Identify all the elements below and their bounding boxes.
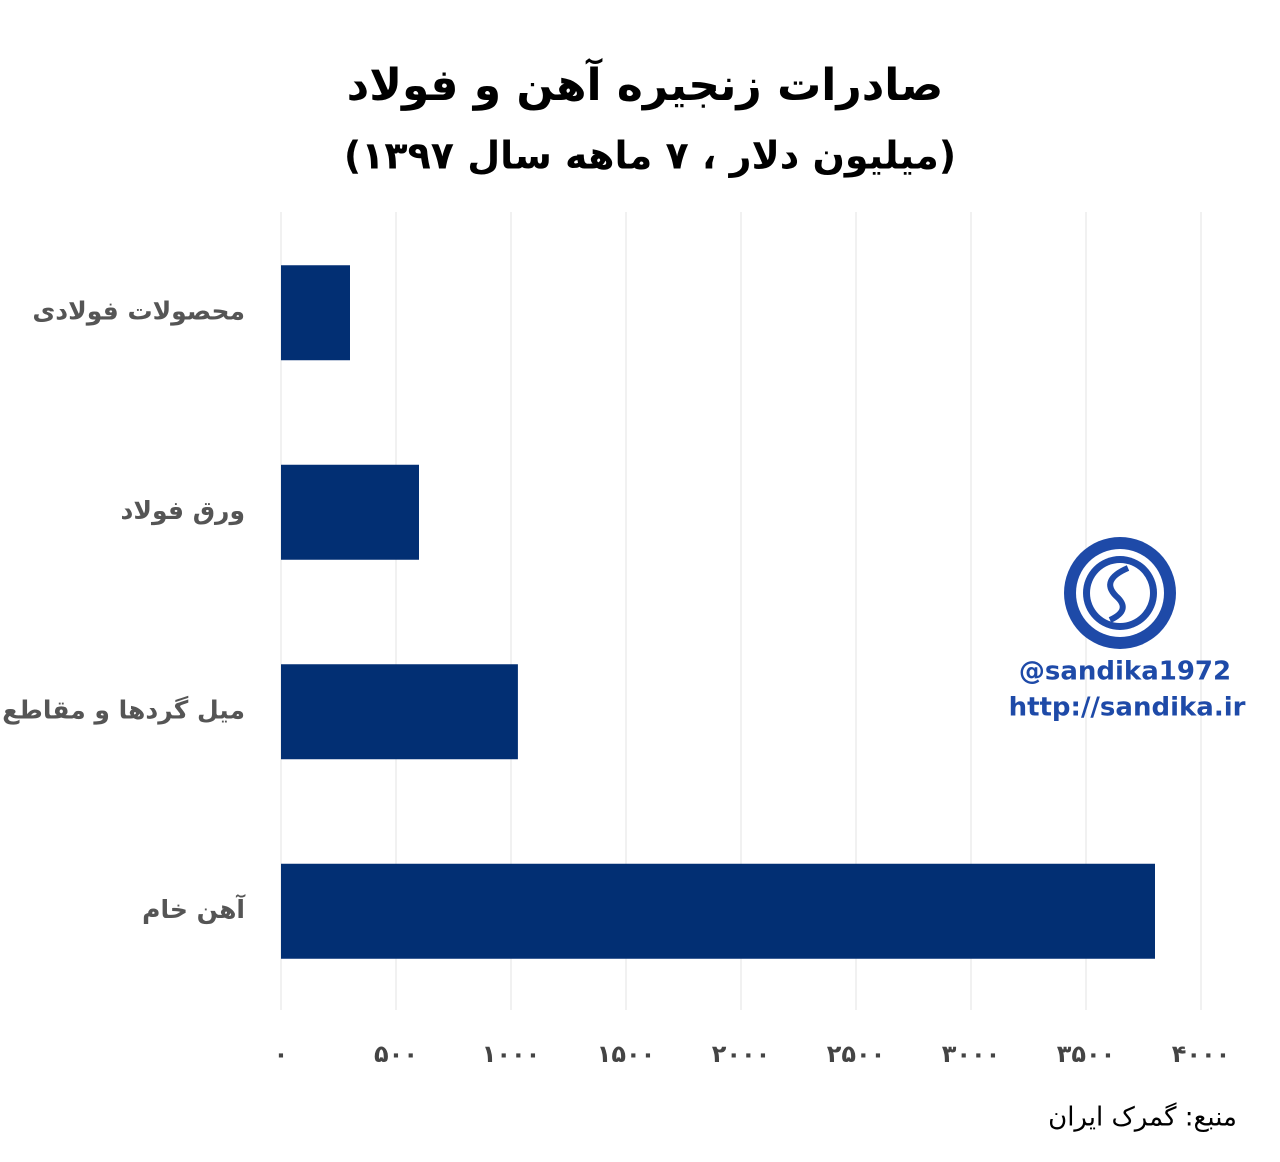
bar: [281, 664, 518, 760]
watermark-url: http://sandika.ir: [1009, 693, 1246, 723]
logo: [1064, 537, 1176, 649]
source-note: منبع: گمرک ایران: [1048, 1102, 1237, 1133]
x-tick-label: ۳۰۰۰: [942, 1040, 1001, 1068]
bar: [281, 265, 350, 361]
x-tick-label: ۱۰۰۰: [482, 1040, 541, 1068]
logo-symbol: [1107, 565, 1130, 623]
y-tick-label: ورق فولاد: [121, 496, 245, 526]
x-tick-label: ۱۵۰۰: [597, 1040, 656, 1068]
y-tick-label: آهن خام: [142, 894, 246, 925]
bar: [281, 464, 419, 560]
x-tick-label: ۲۰۰۰: [712, 1040, 771, 1068]
x-tick-label: ۰: [274, 1040, 289, 1068]
watermark-handle: @sandika1972: [1019, 657, 1231, 687]
x-tick-label: ۲۵۰۰: [827, 1040, 886, 1068]
chart-subtitle: (میلیون دلار ، ۷ ماهه سال ۱۳۹۷): [344, 134, 956, 178]
x-tick-label: ۳۵۰۰: [1057, 1040, 1116, 1068]
x-tick-label: ۴۰۰۰: [1172, 1040, 1231, 1068]
y-tick-label: میل گردها و مقاطع: [2, 695, 245, 725]
x-tick-label: ۵۰۰: [374, 1040, 418, 1068]
chart-title: صادرات زنجیره آهن و فولاد: [347, 57, 944, 111]
y-tick-label: محصولات فولادی: [32, 296, 245, 326]
bar: [281, 863, 1155, 959]
logo-core: [1090, 563, 1150, 623]
